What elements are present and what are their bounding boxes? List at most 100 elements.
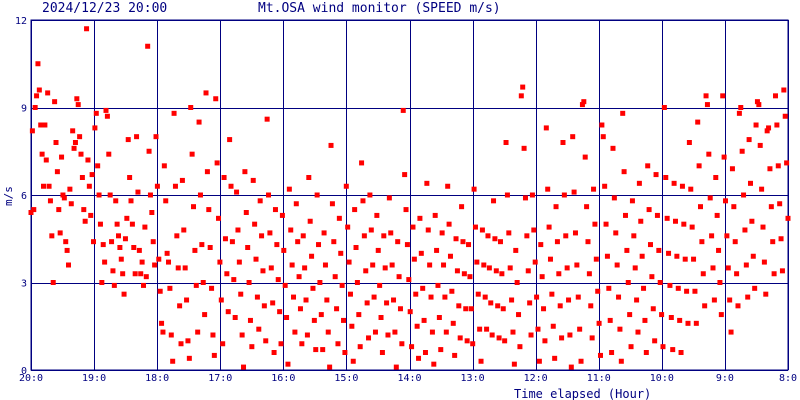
data-point <box>214 160 220 166</box>
data-point <box>645 163 651 169</box>
y-tick-label: 12 <box>15 16 27 27</box>
data-point <box>229 239 235 245</box>
data-point <box>522 195 528 201</box>
data-point <box>695 119 701 125</box>
data-point <box>425 227 431 233</box>
data-point <box>570 134 576 140</box>
data-point <box>207 245 213 250</box>
data-point <box>397 306 403 312</box>
data-point <box>329 201 335 207</box>
data-point <box>716 247 722 253</box>
data-point <box>339 282 345 288</box>
data-point <box>38 122 44 128</box>
data-point <box>404 242 410 248</box>
data-point <box>53 140 59 145</box>
data-point <box>34 93 40 99</box>
data-point <box>266 192 272 198</box>
data-point <box>347 291 353 297</box>
data-point <box>728 329 734 335</box>
data-point <box>353 245 359 250</box>
data-point <box>116 233 122 239</box>
data-point <box>71 145 77 151</box>
data-point <box>157 288 163 294</box>
data-point <box>321 230 327 236</box>
data-point <box>341 317 347 323</box>
data-point <box>618 358 624 364</box>
data-point <box>599 122 605 128</box>
data-point <box>367 192 373 198</box>
data-point <box>64 247 70 253</box>
data-point <box>429 329 435 335</box>
data-point <box>700 271 706 277</box>
data-point <box>688 186 694 192</box>
data-point <box>60 192 66 198</box>
data-point <box>422 350 428 355</box>
data-point <box>574 262 580 268</box>
data-point <box>153 134 159 140</box>
data-point <box>296 274 302 280</box>
data-point <box>628 344 634 350</box>
data-point <box>496 335 502 341</box>
data-point <box>86 183 92 189</box>
data-point <box>282 282 288 288</box>
data-point <box>88 212 94 218</box>
data-point <box>182 265 188 271</box>
data-point <box>760 224 766 230</box>
data-point <box>320 347 326 353</box>
data-point <box>43 157 49 163</box>
data-point <box>366 335 372 341</box>
data-point <box>420 285 426 291</box>
data-point <box>260 268 266 274</box>
data-point <box>400 107 406 113</box>
data-point <box>303 297 309 303</box>
data-point <box>289 262 295 268</box>
data-point <box>731 204 737 210</box>
data-point <box>195 329 201 335</box>
data-point <box>138 271 144 277</box>
data-point <box>238 291 244 297</box>
data-point <box>485 233 491 239</box>
data-point <box>295 239 301 245</box>
data-point <box>611 195 617 201</box>
data-point <box>196 119 202 125</box>
data-point <box>518 93 524 99</box>
data-point <box>535 326 541 332</box>
data-point <box>168 332 174 338</box>
data-point <box>147 192 153 198</box>
data-point <box>507 265 513 271</box>
data-point <box>431 361 437 367</box>
data-point <box>311 317 317 323</box>
data-point <box>368 227 374 233</box>
data-point <box>428 294 434 300</box>
data-point <box>84 26 90 32</box>
data-point <box>54 169 60 175</box>
x-tick-label: 20:0 <box>19 373 43 384</box>
data-point <box>674 253 680 259</box>
data-point <box>664 215 670 221</box>
x-tick-label: 18:0 <box>145 373 169 384</box>
data-point <box>318 312 324 318</box>
data-point <box>547 256 553 262</box>
data-point <box>72 140 78 145</box>
data-point <box>174 233 180 239</box>
data-point <box>559 335 565 341</box>
data-point <box>336 215 342 221</box>
data-point <box>259 233 265 239</box>
data-point <box>63 239 69 245</box>
data-point <box>772 93 778 99</box>
data-point <box>192 247 198 253</box>
data-point <box>184 297 190 303</box>
x-tick-label: 17:0 <box>208 373 232 384</box>
data-point <box>727 297 733 303</box>
data-point <box>463 306 469 312</box>
data-point <box>350 358 356 364</box>
data-point <box>609 350 615 355</box>
data-point <box>106 151 112 157</box>
data-point <box>93 110 99 116</box>
data-point <box>649 274 655 280</box>
data-point <box>703 93 709 99</box>
data-point <box>560 140 566 145</box>
data-point <box>774 122 780 128</box>
data-point <box>225 309 231 315</box>
data-point <box>761 259 767 265</box>
